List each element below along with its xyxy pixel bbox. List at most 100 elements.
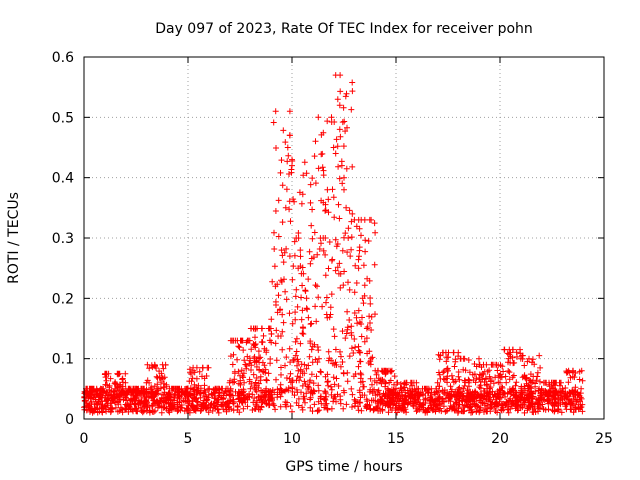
data-point [226, 379, 233, 386]
data-point [286, 108, 293, 115]
data-points [81, 72, 586, 416]
data-point [195, 382, 202, 389]
data-point [351, 216, 358, 223]
x-tick-label: 20 [491, 431, 509, 447]
data-point [501, 346, 508, 353]
data-point [205, 391, 212, 398]
data-point [216, 385, 223, 392]
data-point [324, 186, 331, 193]
data-point [185, 385, 191, 392]
axis-ticks: 0 0.1 0.2 0.3 0.4 0.5 0.6 0 5 10 15 20 25 [52, 50, 613, 447]
data-point [330, 144, 337, 151]
data-point [284, 144, 291, 151]
y-tick-label: 0.4 [52, 171, 74, 187]
data-point [334, 96, 341, 103]
data-point [368, 355, 374, 362]
data-point [164, 391, 171, 398]
data-point [341, 174, 347, 181]
data-point [355, 265, 362, 272]
data-point [199, 364, 206, 371]
data-point [486, 373, 493, 380]
y-tick-label: 0.5 [52, 110, 74, 126]
data-point [559, 385, 566, 392]
data-point [334, 241, 341, 247]
data-point [336, 126, 343, 133]
data-point [332, 72, 339, 79]
data-point [372, 367, 379, 374]
data-point [349, 210, 356, 217]
data-point [338, 162, 345, 169]
data-point [517, 355, 524, 362]
data-point [97, 385, 104, 392]
data-point [465, 379, 472, 386]
x-tick-label: 10 [283, 431, 301, 447]
x-axis-label: GPS time / hours [285, 459, 402, 475]
data-point [565, 367, 572, 374]
data-point [316, 355, 322, 362]
data-point [291, 198, 298, 205]
data-point [393, 385, 399, 392]
data-point [476, 361, 483, 368]
data-point [151, 361, 158, 368]
x-tick-label: 0 [80, 431, 89, 447]
x-tick-label: 15 [387, 431, 405, 447]
data-point [282, 204, 289, 211]
data-point [237, 388, 243, 395]
y-tick-label: 0 [65, 412, 74, 428]
data-point [303, 295, 310, 302]
data-point [413, 385, 420, 392]
data-point [286, 132, 293, 139]
y-axis-label: ROTI / TECUs [6, 192, 22, 284]
data-point [343, 204, 350, 211]
data-point [153, 385, 160, 392]
data-point [347, 253, 354, 260]
y-tick-label: 0.6 [52, 50, 74, 66]
data-point [328, 114, 335, 121]
data-point [361, 216, 368, 223]
x-tick-label: 25 [595, 431, 613, 447]
data-point [578, 385, 585, 392]
data-point [332, 150, 339, 157]
data-point [278, 247, 285, 254]
data-point [245, 337, 252, 344]
data-point [434, 379, 441, 386]
data-point [424, 385, 431, 392]
data-point [101, 394, 108, 401]
data-point [91, 391, 98, 398]
data-point [336, 102, 343, 109]
data-point [247, 385, 254, 392]
chart-title: Day 097 of 2023, Rate Of TEC Index for r… [155, 21, 533, 37]
data-point [538, 385, 545, 392]
data-point [299, 307, 306, 314]
data-point [112, 385, 119, 392]
data-point [549, 379, 555, 386]
data-point [266, 325, 273, 332]
data-point [445, 367, 451, 374]
data-point [122, 391, 129, 398]
data-point [314, 283, 320, 290]
data-point [114, 370, 121, 377]
data-point [289, 156, 295, 163]
data-point [345, 235, 352, 241]
data-point [289, 162, 295, 169]
data-point [403, 379, 410, 386]
data-point [297, 247, 304, 254]
data-point [322, 235, 329, 241]
data-point [363, 325, 370, 332]
y-tick-label: 0.2 [52, 291, 74, 307]
data-point [528, 379, 535, 386]
data-point [174, 388, 181, 395]
data-point [293, 235, 300, 241]
data-point [497, 379, 503, 386]
data-point [382, 379, 389, 386]
data-point [295, 265, 302, 272]
data-point [442, 349, 449, 356]
data-point [359, 295, 366, 302]
data-point [455, 373, 462, 380]
data-point [341, 186, 347, 193]
y-tick-label: 0.3 [52, 231, 74, 247]
data-point [280, 259, 287, 266]
y-tick-label: 0.1 [52, 352, 74, 368]
data-point [461, 355, 468, 362]
